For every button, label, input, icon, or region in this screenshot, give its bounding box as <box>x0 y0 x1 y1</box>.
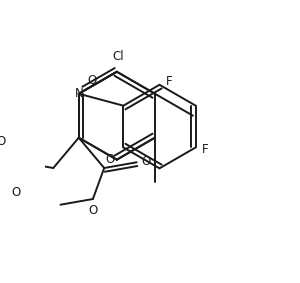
Text: O: O <box>88 204 98 217</box>
Text: Cl: Cl <box>113 50 124 63</box>
Text: O: O <box>88 74 97 87</box>
Text: O: O <box>11 186 20 199</box>
Text: F: F <box>165 75 172 88</box>
Text: O: O <box>141 155 150 168</box>
Text: O: O <box>105 153 114 166</box>
Text: N: N <box>75 87 84 100</box>
Text: F: F <box>202 143 208 156</box>
Text: O: O <box>0 135 6 148</box>
